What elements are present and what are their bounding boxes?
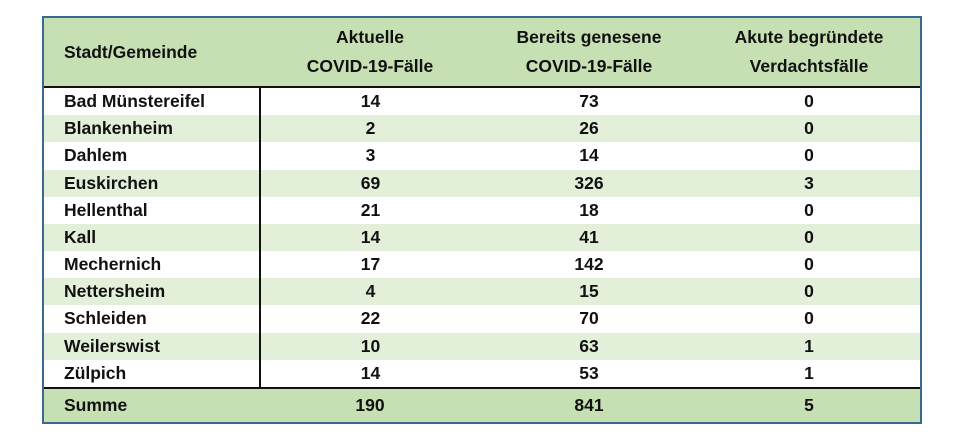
cell-stadt-gemeinde: Hellenthal	[44, 196, 261, 224]
table-row: Bad Münstereifel 14 73 0	[44, 87, 920, 116]
cell-verdachtsfaelle: 0	[698, 305, 920, 333]
header-genesene-line-1: Bereits genesene	[516, 27, 662, 47]
cell-stadt-gemeinde: Weilerswist	[44, 332, 261, 360]
cell-stadt-gemeinde: Schleiden	[44, 305, 261, 333]
header-verdacht-line-1: Akute begründete	[734, 27, 884, 47]
cell-genesene-faelle: 142	[480, 251, 698, 279]
table-header: Stadt/Gemeinde Aktuelle COVID-19-Fälle B…	[44, 18, 920, 87]
header-genesene-line-2: COVID-19-Fälle	[525, 56, 653, 76]
table-row: Weilerswist 10 63 1	[44, 332, 920, 360]
cell-stadt-gemeinde: Kall	[44, 223, 261, 252]
header-verdachtsfaelle: Akute begründete Verdachtsfälle	[698, 18, 920, 87]
header-genesene-faelle: Bereits genesene COVID-19-Fälle	[480, 18, 698, 87]
cell-verdachtsfaelle: 1	[698, 359, 920, 388]
table-row: Mechernich 17 142 0	[44, 251, 920, 279]
summe-verdacht: 5	[698, 388, 920, 422]
header-aktuelle-faelle: Aktuelle COVID-19-Fälle	[260, 18, 480, 87]
cell-stadt-gemeinde: Nettersheim	[44, 278, 261, 306]
cell-verdachtsfaelle: 0	[698, 142, 920, 170]
cell-aktuelle-faelle: 4	[260, 278, 480, 306]
cell-stadt-gemeinde: Mechernich	[44, 251, 261, 279]
header-row: Stadt/Gemeinde Aktuelle COVID-19-Fälle B…	[44, 18, 920, 87]
cell-stadt-gemeinde: Bad Münstereifel	[44, 87, 261, 116]
cell-aktuelle-faelle: 22	[260, 305, 480, 333]
summe-aktuell: 190	[260, 388, 480, 422]
table-row: Blankenheim 2 26 0	[44, 115, 920, 143]
header-aktuelle-line-1: Aktuelle	[335, 27, 405, 47]
cell-aktuelle-faelle: 17	[260, 251, 480, 279]
cell-verdachtsfaelle: 0	[698, 278, 920, 306]
table-row: Hellenthal 21 18 0	[44, 196, 920, 224]
cell-genesene-faelle: 18	[480, 196, 698, 224]
cell-genesene-faelle: 15	[480, 278, 698, 306]
cell-genesene-faelle: 26	[480, 115, 698, 143]
cell-genesene-faelle: 73	[480, 87, 698, 116]
cell-verdachtsfaelle: 3	[698, 169, 920, 197]
cell-stadt-gemeinde: Euskirchen	[44, 169, 261, 197]
cell-genesene-faelle: 53	[480, 359, 698, 388]
table-row: Nettersheim 4 15 0	[44, 278, 920, 306]
header-stadt-gemeinde: Stadt/Gemeinde	[44, 18, 260, 87]
table-row: Kall 14 41 0	[44, 223, 920, 252]
cell-verdachtsfaelle: 0	[698, 87, 920, 116]
table-row: Schleiden 22 70 0	[44, 305, 920, 333]
covid-cases-table: Stadt/Gemeinde Aktuelle COVID-19-Fälle B…	[44, 18, 920, 422]
cell-verdachtsfaelle: 0	[698, 251, 920, 279]
cell-aktuelle-faelle: 14	[260, 223, 480, 252]
header-aktuelle-line-2: COVID-19-Fälle	[306, 56, 434, 76]
cell-aktuelle-faelle: 3	[260, 142, 480, 170]
cell-stadt-gemeinde: Blankenheim	[44, 115, 261, 143]
cell-verdachtsfaelle: 0	[698, 223, 920, 252]
cell-genesene-faelle: 70	[480, 305, 698, 333]
cell-aktuelle-faelle: 2	[260, 115, 480, 143]
cell-genesene-faelle: 41	[480, 223, 698, 252]
table-row: Zülpich 14 53 1	[44, 359, 920, 388]
summe-row: Summe 190 841 5	[44, 388, 920, 422]
cell-aktuelle-faelle: 21	[260, 196, 480, 224]
cell-verdachtsfaelle: 1	[698, 332, 920, 360]
cell-aktuelle-faelle: 69	[260, 169, 480, 197]
cell-stadt-gemeinde: Dahlem	[44, 142, 261, 170]
cell-genesene-faelle: 14	[480, 142, 698, 170]
cell-aktuelle-faelle: 14	[260, 359, 480, 388]
cell-verdachtsfaelle: 0	[698, 115, 920, 143]
cell-genesene-faelle: 63	[480, 332, 698, 360]
summe-label: Summe	[44, 388, 260, 422]
cell-aktuelle-faelle: 14	[260, 87, 480, 116]
header-verdacht-line-2: Verdachtsfälle	[749, 56, 869, 76]
cell-aktuelle-faelle: 10	[260, 332, 480, 360]
table-footer: Summe 190 841 5	[44, 388, 920, 422]
cell-genesene-faelle: 326	[480, 169, 698, 197]
cell-verdachtsfaelle: 0	[698, 196, 920, 224]
table-body: Bad Münstereifel 14 73 0 Blankenheim 2 26 0 Dahl…	[44, 87, 920, 388]
cell-stadt-gemeinde: Zülpich	[44, 359, 261, 388]
covid-cases-table-frame: Stadt/Gemeinde Aktuelle COVID-19-Fälle B…	[42, 16, 922, 424]
table-row: Euskirchen 69 326 3	[44, 169, 920, 197]
table-row: Dahlem 3 14 0	[44, 142, 920, 170]
summe-genesen: 841	[480, 388, 698, 422]
